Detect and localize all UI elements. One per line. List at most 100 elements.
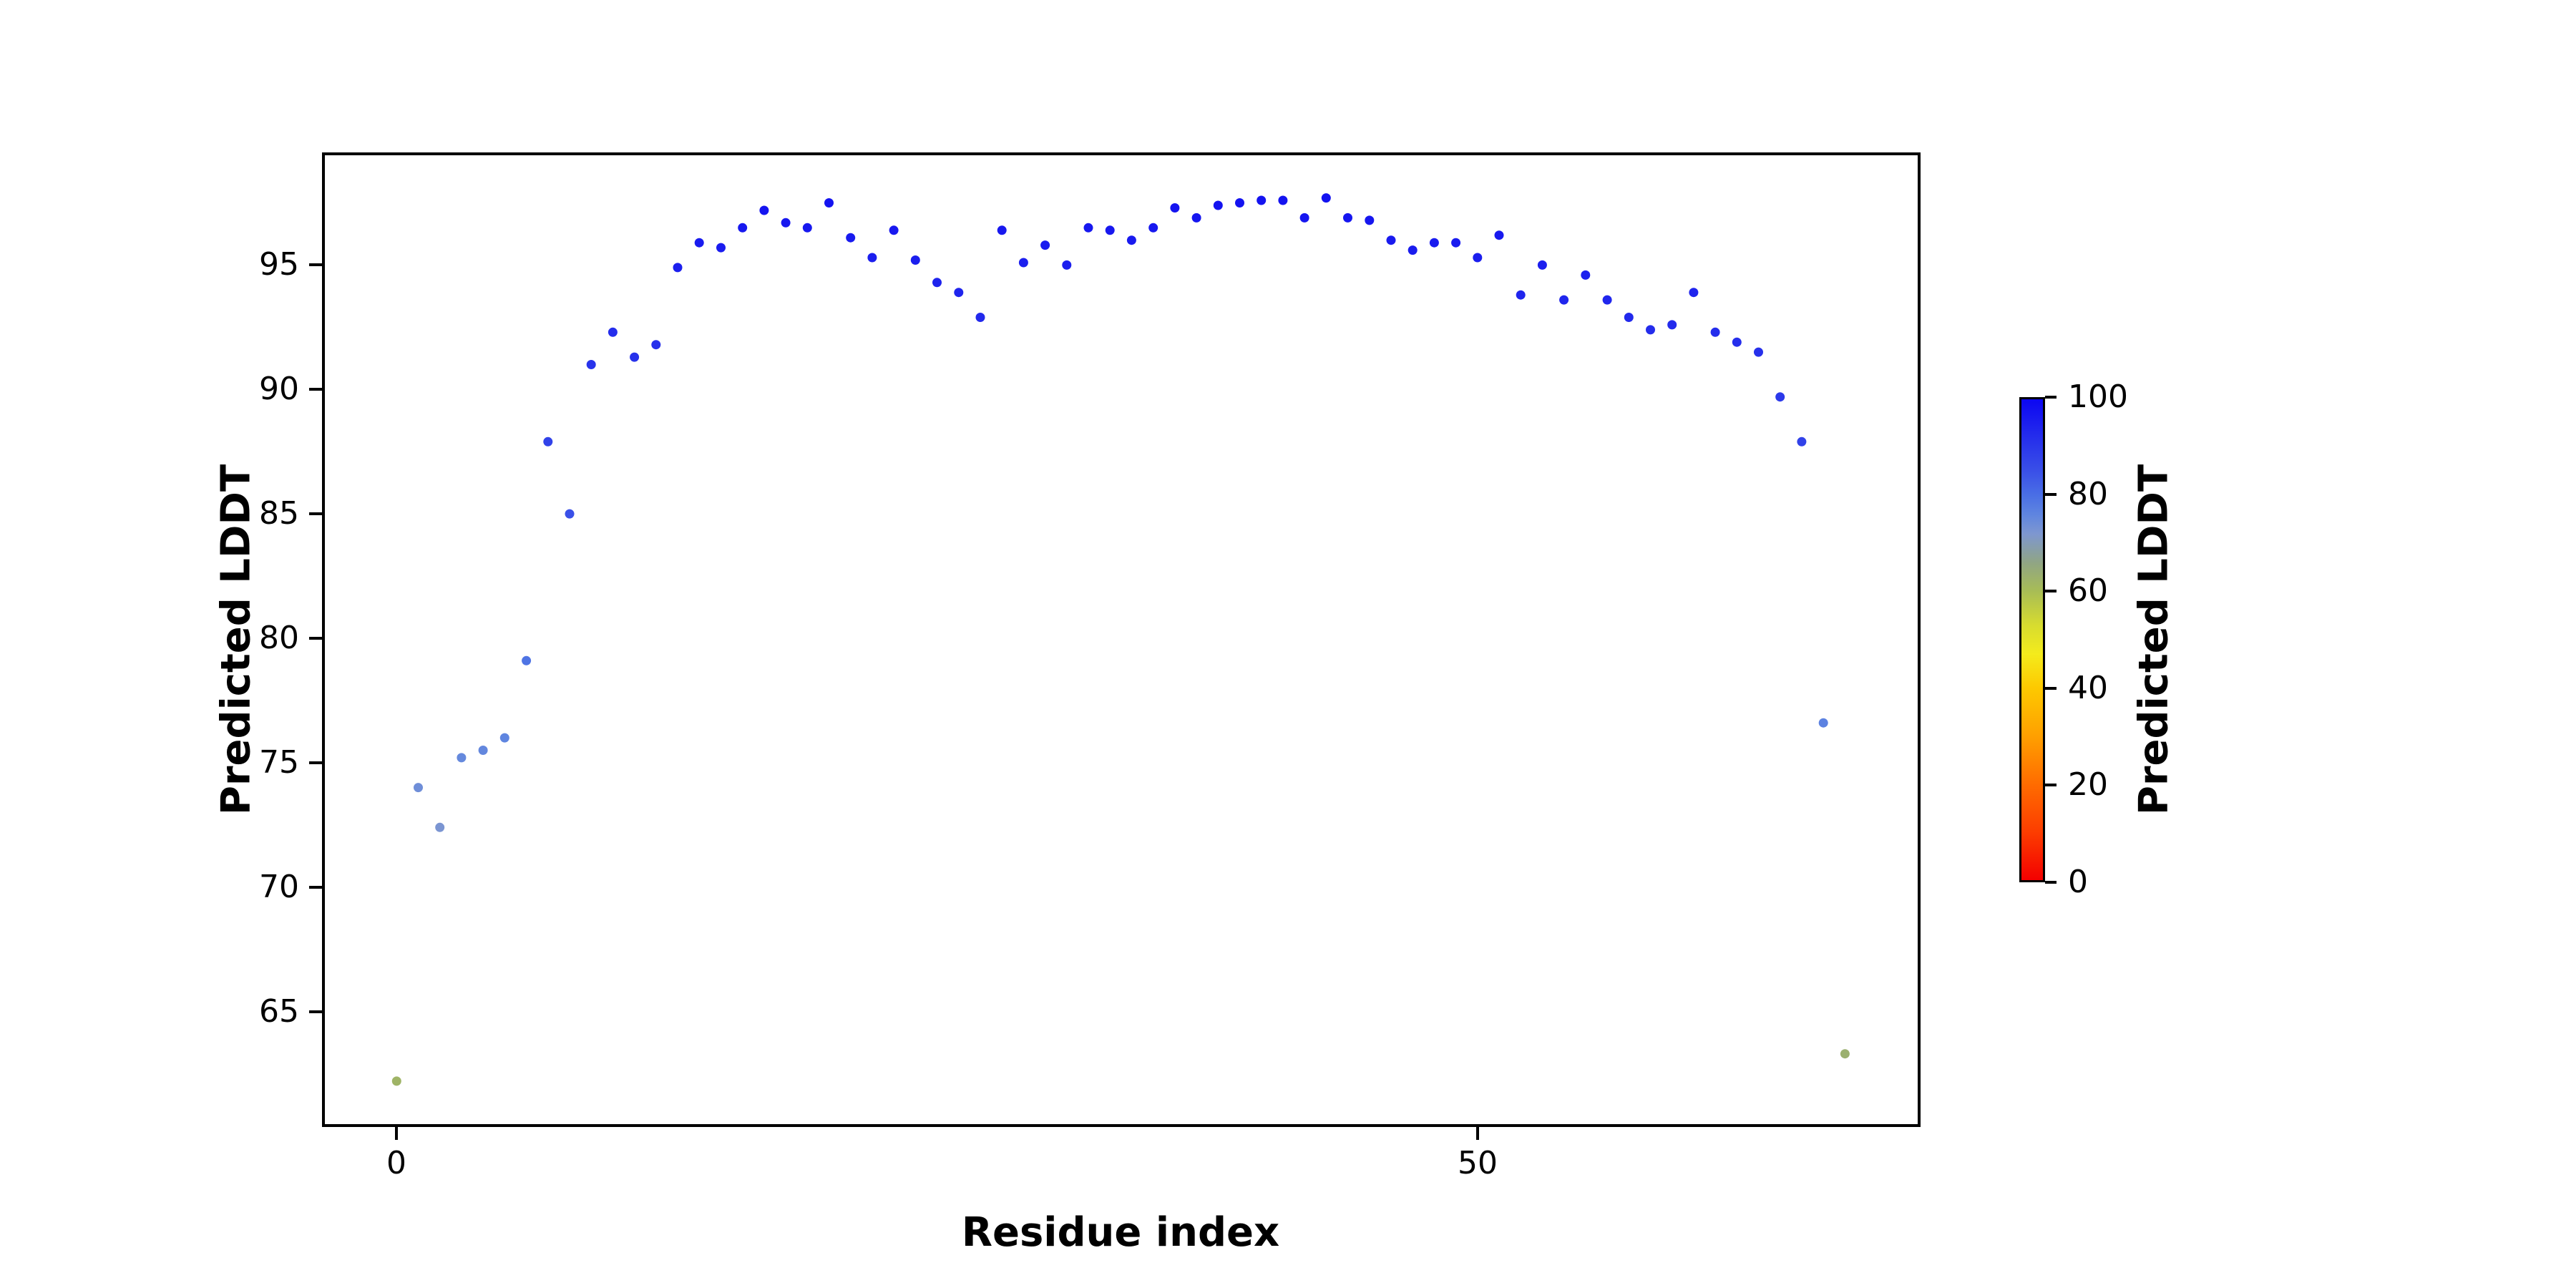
scatter-point [1624, 313, 1634, 322]
scatter-point [651, 340, 661, 350]
scatter-point [1365, 215, 1375, 225]
scatter-point [1407, 245, 1418, 255]
y-tick-label: 65 [259, 993, 299, 1030]
scatter-point [1257, 195, 1267, 205]
scatter-point [802, 223, 812, 233]
scatter-point [565, 509, 575, 519]
y-tick-mark [309, 1010, 322, 1013]
scatter-point [1299, 213, 1309, 223]
scatter-point [1062, 260, 1072, 270]
scatter-point [889, 225, 899, 235]
scatter-point [499, 733, 509, 743]
scatter-point [586, 360, 596, 369]
scatter-point [1451, 238, 1461, 248]
x-tick-mark [1476, 1127, 1479, 1140]
x-tick-label: 50 [1458, 1145, 1498, 1181]
scatter-point [1516, 290, 1526, 300]
y-axis-label: Predicted LDDT [213, 464, 260, 816]
plot-area [322, 152, 1921, 1127]
scatter-point [630, 352, 640, 362]
y-tick-label: 70 [259, 869, 299, 905]
y-tick-label: 85 [259, 495, 299, 532]
scatter-point [1191, 213, 1201, 223]
scatter-point [457, 753, 467, 763]
y-tick-mark [309, 886, 322, 889]
scatter-point [522, 655, 532, 665]
colorbar-tick-mark [2045, 590, 2057, 592]
scatter-point [1170, 203, 1180, 213]
x-tick-label: 0 [386, 1145, 406, 1181]
colorbar-tick-mark [2045, 784, 2057, 786]
scatter-point [1732, 337, 1742, 347]
scatter-point [1818, 718, 1828, 728]
x-axis-label: Residue index [961, 1209, 1280, 1256]
colorbar-gradient [2019, 397, 2045, 882]
scatter-point [1429, 238, 1439, 248]
scatter-point [1559, 295, 1569, 305]
scatter-point [391, 1076, 401, 1086]
scatter-point [1040, 240, 1050, 250]
scatter-point [1797, 436, 1807, 447]
colorbar-tick-label: 60 [2068, 572, 2108, 609]
scatter-point [673, 263, 683, 273]
colorbar-tick-mark [2045, 881, 2057, 884]
colorbar-label: Predicted LDDT [2130, 464, 2177, 816]
scatter-point [781, 218, 791, 228]
y-tick-label: 75 [259, 744, 299, 781]
colorbar-tick-label: 80 [2068, 476, 2108, 512]
scatter-point [1278, 195, 1288, 205]
y-tick-mark [309, 388, 322, 391]
scatter-point [738, 223, 748, 233]
colorbar-tick-label: 40 [2068, 670, 2108, 706]
scatter-point [975, 313, 985, 322]
scatter-point [1646, 325, 1655, 335]
scatter-point [435, 822, 445, 832]
scatter-point [932, 278, 942, 288]
scatter-point [1213, 200, 1223, 210]
colorbar-tick-label: 20 [2068, 766, 2108, 803]
scatter-point [543, 436, 553, 447]
scatter-point [954, 288, 964, 298]
scatter-point [1148, 223, 1158, 233]
colorbar-tick-label: 0 [2068, 864, 2088, 900]
scatter-point [1126, 235, 1136, 245]
scatter-point [414, 783, 423, 793]
y-tick-mark [309, 761, 322, 764]
scatter-point [1775, 392, 1785, 402]
scatter-point [824, 198, 834, 208]
scatter-point [716, 243, 726, 253]
scatter-point [1473, 253, 1483, 263]
scatter-point [1710, 327, 1720, 337]
colorbar-tick-mark [2045, 493, 2057, 496]
scatter-point [1494, 230, 1504, 240]
scatter-point [867, 253, 877, 263]
scatter-point [1537, 260, 1547, 270]
y-tick-label: 80 [259, 620, 299, 656]
scatter-point [846, 233, 856, 243]
scatter-point [1321, 193, 1331, 203]
colorbar-tick-label: 100 [2068, 379, 2128, 415]
scatter-point [1840, 1049, 1850, 1059]
scatter-point [1602, 295, 1612, 305]
y-tick-mark [309, 263, 322, 266]
scatter-point [1667, 320, 1677, 330]
scatter-point [1105, 225, 1115, 235]
scatter-point [1018, 258, 1028, 268]
scatter-point [997, 225, 1007, 235]
y-tick-mark [309, 637, 322, 640]
scatter-point [1689, 288, 1699, 298]
y-tick-mark [309, 512, 322, 515]
scatter-point [478, 746, 488, 755]
scatter-point [1754, 347, 1763, 357]
x-tick-mark [395, 1127, 398, 1140]
scatter-point [1581, 270, 1591, 280]
y-tick-label: 90 [259, 371, 299, 407]
scatter-point [1235, 198, 1244, 208]
colorbar-tick-mark [2045, 687, 2057, 690]
colorbar-tick-mark [2045, 396, 2057, 399]
scatter-point [608, 327, 618, 337]
scatter-point [759, 205, 769, 215]
scatter-point [1386, 235, 1396, 245]
